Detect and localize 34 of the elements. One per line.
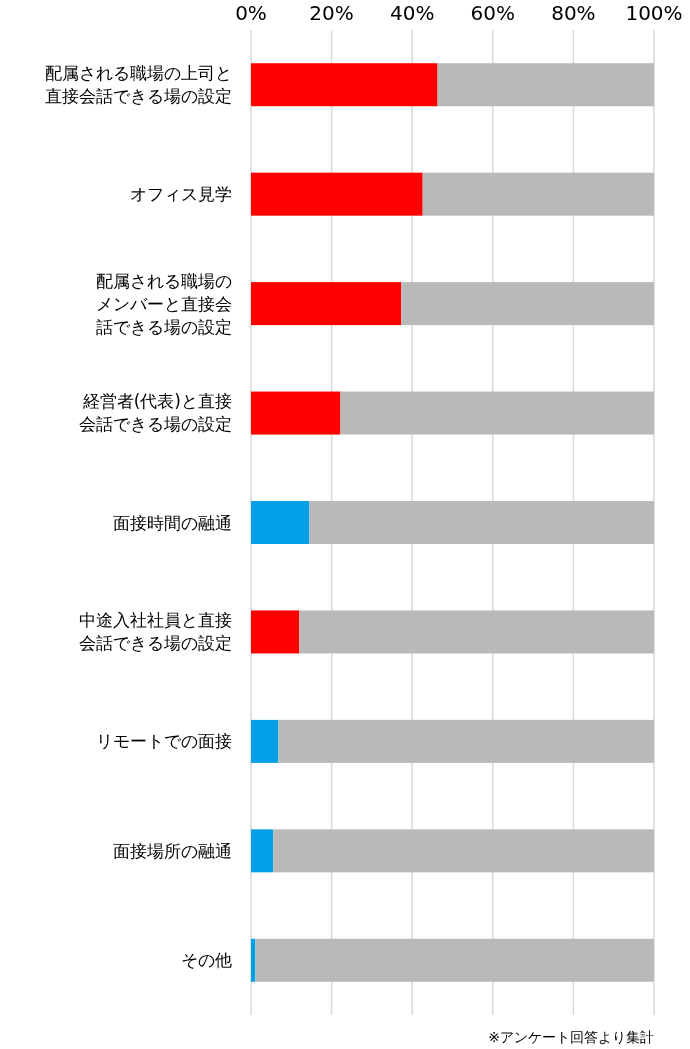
- x-tick-label: 40%: [389, 1, 435, 25]
- bar: [278, 719, 654, 763]
- x-tick-label: 100%: [625, 1, 683, 25]
- bar: [401, 282, 654, 326]
- bar: [273, 829, 654, 873]
- bar: [251, 501, 310, 544]
- y-tick-label: オフィス見学: [129, 182, 232, 206]
- y-tick-label: 配属される職場のメンバーと直接会話できる場の設定: [95, 269, 232, 339]
- y-tick-label: 面接場所の融通: [112, 839, 232, 863]
- bar: [251, 282, 402, 326]
- bar: [251, 719, 279, 763]
- y-tick-label: 中途入社社員と直接会話できる場の設定: [78, 608, 232, 655]
- x-tick-label: 0%: [235, 1, 267, 25]
- y-tick-label: その他: [180, 948, 232, 972]
- bar: [299, 610, 654, 654]
- bar: [340, 391, 654, 435]
- bar: [309, 501, 654, 544]
- y-tick-label: 経営者(代表)と直接会話できる場の設定: [78, 390, 232, 437]
- bar: [255, 938, 654, 982]
- text: ※アンケート回答より集計: [488, 1029, 654, 1045]
- bar: [251, 63, 438, 107]
- bar: [251, 391, 341, 435]
- y-tick-label: 面接時間の融通: [112, 511, 232, 534]
- bar: [251, 938, 256, 982]
- x-tick-label: 20%: [309, 1, 354, 25]
- x-tick-label: 60%: [470, 1, 516, 25]
- bar: [437, 63, 654, 107]
- bar: [422, 172, 654, 216]
- y-tick-label: 配属される職場の上司と直接会話できる場の設定: [44, 61, 232, 108]
- bar: [251, 172, 423, 216]
- y-tick-label: リモートでの面接: [95, 729, 232, 753]
- bar: [251, 829, 274, 873]
- bar: [251, 610, 300, 654]
- x-tick-label: 80%: [551, 1, 596, 25]
